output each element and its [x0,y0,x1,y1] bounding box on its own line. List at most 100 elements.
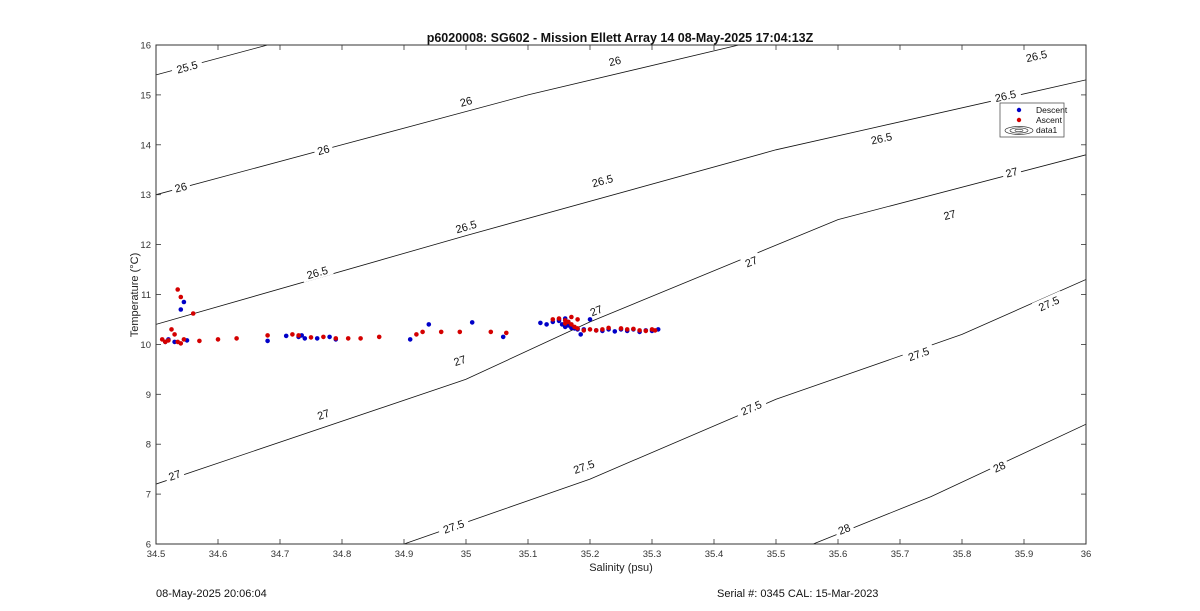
contour-label-bg [449,215,483,237]
contour-label-27: 27 [585,300,607,320]
data-points [159,287,661,346]
ascent-point [556,316,562,321]
contour-label-text: 27.5 [1037,295,1061,315]
contour-label-bg [312,140,334,158]
contour-label-26: 26 [170,178,192,196]
descent-point [178,307,184,312]
y-tick-label: 7 [146,490,151,501]
contour-label-bg [604,52,626,69]
contour-label-bg [300,261,334,283]
contour-label-28: 28 [833,519,855,538]
ascent-point [652,328,658,333]
contour-label-text: 27 [589,304,605,320]
contour-label-26-5: 26.5 [1019,45,1053,66]
contour-label-text: 27 [744,255,760,271]
contour-label-text: 26 [459,95,474,110]
ascent-point [296,333,301,338]
ascent-point [358,336,363,341]
legend-data1-label: data1 [1036,125,1058,135]
descent-point [469,320,475,325]
descent-point [426,322,432,327]
x-tick-label: 35.8 [953,549,972,560]
x-tick-label: 34.9 [395,549,414,560]
ascent-point [550,317,556,322]
contour-label-text: 27 [167,468,182,483]
y-tick-label: 6 [146,540,151,551]
y-tick-label: 15 [140,90,151,101]
legend: Descent Ascent data1 [999,102,1068,138]
contour-label-26: 26 [604,52,626,69]
contour-label-bg [864,128,898,148]
ascent-point [308,335,314,340]
contour-line-26 [156,45,739,196]
x-tick-label: 35.7 [891,549,910,560]
ascent-point [587,327,593,332]
contour-label-text: 26 [316,143,331,158]
footer-timestamp: 08-May-2025 20:06:04 [156,588,267,600]
contour-label-27: 27 [740,251,762,271]
legend-ascent-label: Ascent [1036,115,1063,125]
chart-title: p6020008: SG602 - Mission Ellett Array 1… [427,31,814,45]
contour-label-text: 26.5 [591,173,615,190]
ascent-point [215,337,221,342]
contour-label-27-5: 27.5 [436,514,471,538]
contour-line-28 [813,423,1086,544]
ascent-point [488,329,494,335]
descent-point [302,336,308,341]
legend-contour-icon [1004,126,1034,135]
y-tick-label: 10 [140,340,151,351]
contour-label-text: 27.5 [442,518,466,536]
axis-ticks: 34.5 34.6 34.7 34.8 34.9 35 35.1 35.2 35.3 35.4 35… [140,41,1091,561]
contour-label-bg [170,56,204,77]
contour-label-27-5: 27.5 [734,395,768,420]
ascent-point [178,294,184,300]
ascent-point [159,337,165,342]
ascent-point [631,326,636,332]
ascent-point [414,332,419,337]
ascent-point [166,338,171,343]
contour-label-text: 28 [992,460,1008,476]
contour-label-26: 26 [455,92,477,110]
ascent-point [457,329,463,335]
ascent-point [575,326,580,331]
ascent-point [618,326,624,331]
y-tick-label: 12 [140,240,151,251]
contour-label-bg [585,169,619,191]
descent-point [544,322,549,327]
contour-label-text: 27 [1004,166,1019,181]
ascent-point [290,332,295,337]
ascent-point [178,341,184,346]
y-tick-label: 8 [146,440,151,451]
ascent-point [333,336,339,341]
contour-label-bg [436,514,471,538]
x-tick-label: 35.3 [643,549,662,560]
ascent-point [643,328,649,334]
ascent-point [190,311,196,316]
y-axis-label: Temperature (°C) [129,253,141,337]
contour-label-bg [312,404,335,423]
contour-label-27: 27 [312,404,335,423]
ascent-point [197,338,202,344]
descent-point [578,332,583,337]
contour-label-text: 26.5 [306,265,330,282]
ascent-point [600,327,605,332]
footer-serial-cal: Serial #: 0345 CAL: 15-Mar-2023 [717,588,879,600]
x-tick-label: 34.8 [333,549,352,560]
contour-label-27: 27 [448,350,471,370]
contour-label-28: 28 [987,456,1011,477]
y-tick-label: 11 [141,290,151,301]
contour-line-27 [156,154,1086,485]
ascent-point [172,332,177,337]
contour-label-bg [1000,163,1023,181]
contour-label-bg [938,205,961,223]
ascent-point [321,334,326,340]
contour-label-text: 27 [316,408,331,423]
contour-label-text: 26 [174,181,189,196]
contour-label-bg [170,178,192,196]
legend-ascent-marker [1016,117,1022,123]
ascent-point [569,314,574,320]
descent-point [612,329,618,334]
contour-label-text: 26.5 [870,131,894,147]
ascent-point [175,287,180,292]
